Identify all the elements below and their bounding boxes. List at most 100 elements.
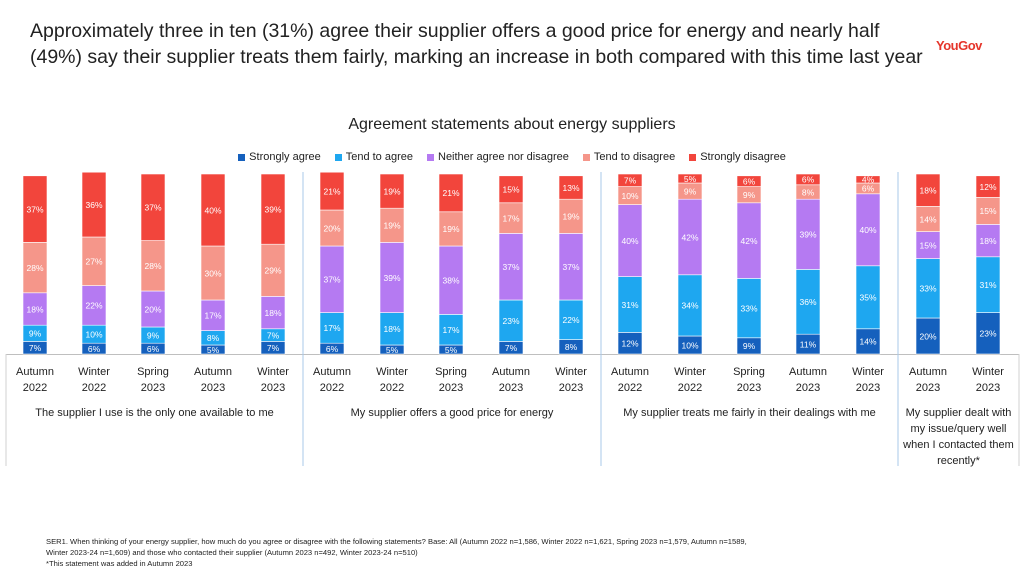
bar-segment-tend-to-agree bbox=[855, 265, 881, 330]
footnote-line: *This statement was added in Autumn 2023 bbox=[46, 559, 193, 568]
headline: Approximately three in ten (31%) agree t… bbox=[30, 20, 923, 68]
legend: Strongly agree Tend to agree Neither agr… bbox=[0, 151, 1024, 163]
bar-segment-tend-to-disagree bbox=[319, 209, 345, 247]
data-label: 6% bbox=[88, 344, 101, 354]
data-label: 18% bbox=[919, 186, 936, 196]
data-label: 21% bbox=[442, 188, 459, 198]
data-label: 40% bbox=[204, 205, 221, 215]
bar-segment-neither bbox=[677, 198, 703, 276]
bar-segment-strongly-disagree bbox=[319, 171, 345, 211]
data-label: 18% bbox=[383, 324, 400, 334]
category-season-label: Autumn bbox=[16, 366, 54, 378]
data-label: 15% bbox=[979, 206, 996, 216]
category-season-label: Winter bbox=[376, 366, 408, 378]
data-label: 11% bbox=[800, 339, 817, 349]
bar-segment-strongly-disagree bbox=[379, 173, 405, 209]
category-year-label: 2023 bbox=[916, 382, 940, 394]
bar-segment-strongly-disagree bbox=[736, 175, 762, 187]
data-label: 13% bbox=[562, 183, 579, 193]
bar-segment-tend-to-disagree bbox=[379, 207, 405, 243]
bar-segment-strongly-disagree bbox=[498, 175, 524, 204]
data-label: 7% bbox=[505, 343, 518, 353]
data-label: 31% bbox=[979, 280, 996, 290]
bar-segment-strongly-disagree bbox=[617, 173, 643, 187]
bar-segment-neither bbox=[736, 202, 762, 279]
bar-segment-neither bbox=[558, 233, 584, 301]
data-label: 28% bbox=[144, 261, 161, 271]
data-label: 28% bbox=[26, 263, 43, 273]
data-label: 9% bbox=[684, 186, 697, 196]
data-label: 39% bbox=[799, 230, 816, 240]
bar-segment-strongly-disagree bbox=[22, 175, 48, 243]
data-label: 17% bbox=[204, 311, 221, 321]
bar-segment-strongly-agree bbox=[855, 328, 881, 355]
data-label: 12% bbox=[621, 339, 638, 349]
bar-segment-strongly-agree bbox=[975, 312, 1001, 355]
legend-swatch bbox=[334, 153, 342, 161]
legend-item-tend-to-disagree: Tend to disagree bbox=[582, 151, 675, 163]
category-season-label: Autumn bbox=[313, 366, 351, 378]
group-label: My supplier dealt with my issue/query we… bbox=[903, 407, 1014, 467]
footnote-line: SER1. When thinking of your energy suppl… bbox=[46, 537, 747, 546]
category-year-label: 2023 bbox=[737, 382, 761, 394]
data-label: 35% bbox=[859, 293, 876, 303]
bar-segment-tend-to-agree bbox=[558, 299, 584, 340]
data-label: 6% bbox=[862, 184, 875, 194]
legend-label: Strongly disagree bbox=[700, 151, 786, 163]
bar-segment-tend-to-agree bbox=[736, 278, 762, 339]
chart-title: Agreement statements about energy suppli… bbox=[348, 116, 676, 133]
bar-segment-strongly-disagree bbox=[558, 175, 584, 200]
data-label: 20% bbox=[919, 331, 936, 341]
data-label: 39% bbox=[383, 273, 400, 283]
data-label: 9% bbox=[743, 341, 756, 351]
data-label: 19% bbox=[383, 186, 400, 196]
data-label: 7% bbox=[267, 343, 280, 353]
bar-segment-neither bbox=[22, 292, 48, 326]
category-season-label: Autumn bbox=[492, 366, 530, 378]
bar-segment-tend-to-disagree bbox=[200, 245, 226, 301]
data-label: 42% bbox=[681, 232, 698, 242]
data-label: 18% bbox=[979, 236, 996, 246]
data-label: 14% bbox=[859, 337, 876, 347]
bar-segment-neither bbox=[795, 198, 821, 270]
yougov-logo: YouGov bbox=[936, 38, 982, 53]
category-season-label: Autumn bbox=[611, 366, 649, 378]
data-label: 15% bbox=[919, 240, 936, 250]
data-label: 7% bbox=[267, 330, 280, 340]
group-label: My supplier offers a good price for ener… bbox=[350, 407, 554, 419]
bar-segment-strongly-disagree bbox=[677, 173, 703, 184]
data-label: 38% bbox=[442, 276, 459, 286]
legend-item-tend-to-agree: Tend to agree bbox=[334, 151, 413, 163]
bar-segment-strongly-disagree bbox=[975, 175, 1001, 198]
bar-segment-tend-to-disagree bbox=[915, 206, 941, 232]
bar-segment-neither bbox=[81, 285, 107, 326]
category-year-label: 2023 bbox=[261, 382, 285, 394]
category-season-label: Winter bbox=[555, 366, 587, 378]
bar-segment-tend-to-agree bbox=[438, 314, 464, 346]
bar-segment-tend-to-agree bbox=[379, 312, 405, 346]
data-label: 5% bbox=[207, 345, 220, 355]
legend-swatch bbox=[689, 153, 697, 161]
bar-segment-strongly-disagree bbox=[438, 173, 464, 213]
legend-label: Strongly agree bbox=[249, 151, 321, 163]
category-year-label: 2023 bbox=[856, 382, 880, 394]
legend-item-strongly-agree: Strongly agree bbox=[238, 151, 321, 163]
category-year-label: 2023 bbox=[559, 382, 583, 394]
legend-label: Tend to agree bbox=[345, 151, 413, 163]
data-label: 19% bbox=[562, 212, 579, 222]
bar-segment-tend-to-disagree bbox=[498, 202, 524, 234]
category-season-label: Winter bbox=[972, 366, 1004, 378]
data-label: 6% bbox=[326, 344, 339, 354]
category-year-label: 2023 bbox=[796, 382, 820, 394]
data-label: 7% bbox=[624, 176, 637, 186]
bar-segment-strongly-agree bbox=[915, 317, 941, 355]
data-label: 37% bbox=[562, 262, 579, 272]
category-year-label: 2022 bbox=[320, 382, 344, 394]
bar-segment-strongly-disagree bbox=[200, 173, 226, 247]
data-label: 36% bbox=[799, 297, 816, 307]
bar-segment-strongly-disagree bbox=[140, 173, 166, 241]
bar-segment-tend-to-disagree bbox=[975, 197, 1001, 225]
data-label: 17% bbox=[502, 213, 519, 223]
data-label: 20% bbox=[323, 223, 340, 233]
category-year-label: 2022 bbox=[618, 382, 642, 394]
